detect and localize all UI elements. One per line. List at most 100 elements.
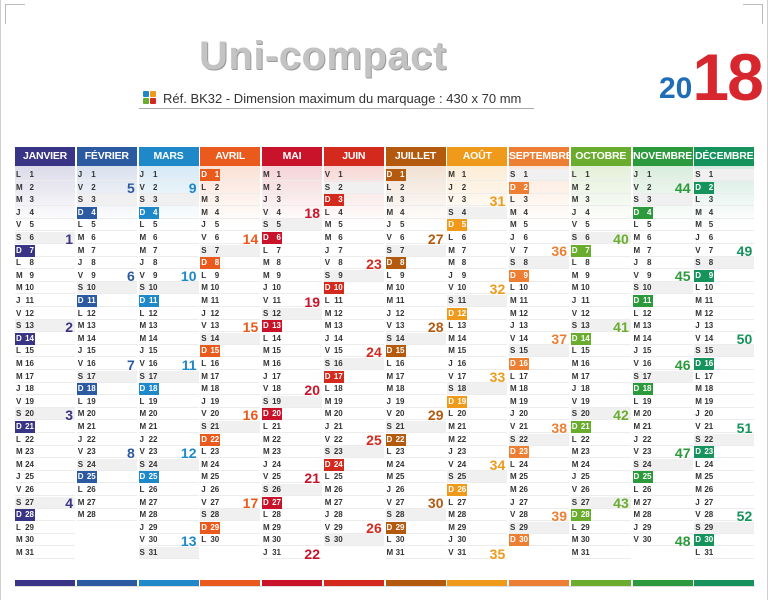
day-number: 20 bbox=[519, 409, 528, 419]
weekday-letter: L bbox=[139, 308, 145, 318]
weekday-letter: L bbox=[571, 346, 577, 356]
day-number: 20 bbox=[148, 409, 158, 419]
day-number: 6 bbox=[29, 233, 34, 242]
weekday-letter: S bbox=[510, 346, 516, 356]
day-number: 26 bbox=[333, 485, 343, 494]
day-row: L 14 bbox=[262, 333, 322, 345]
day-number: 17 bbox=[457, 371, 467, 381]
day-row: S 17 bbox=[632, 370, 693, 383]
day-number: 30 bbox=[148, 535, 158, 545]
day-number: 18 bbox=[704, 384, 714, 394]
day-number: 13 bbox=[210, 321, 220, 331]
weekday-letter: J bbox=[386, 396, 391, 406]
day-row: J 26 bbox=[200, 484, 261, 496]
week-number: 39 bbox=[551, 507, 567, 524]
day-number: 3 bbox=[91, 195, 96, 205]
day-row: M 20 bbox=[632, 408, 693, 421]
day-row: M 21 bbox=[138, 421, 199, 433]
day-number: 22 bbox=[395, 434, 405, 444]
day-row: V 24 bbox=[447, 459, 508, 471]
day-row: L 11 bbox=[323, 295, 384, 307]
weekday-letter: V bbox=[324, 522, 331, 532]
weekday-letter: S bbox=[139, 459, 145, 469]
day-number: 27 bbox=[642, 497, 652, 507]
weekday-letter: L bbox=[201, 535, 207, 545]
day-row: S 24 bbox=[632, 458, 693, 471]
weekday-letter: S bbox=[201, 510, 207, 520]
month-days: J 1 V 2 S 3 D 4 L 5 M 6 M 7 J 8 V 9 S 10 D 11 L 12 M 13 M 14 J 15 V 16 S… bbox=[632, 169, 693, 575]
day-number: 3 bbox=[214, 195, 220, 205]
day-row: V 21 bbox=[694, 421, 755, 433]
weekday-letter: D bbox=[263, 233, 269, 242]
sunday-marker bbox=[385, 257, 406, 270]
day-number: 18 bbox=[457, 384, 467, 394]
day-number: 19 bbox=[642, 396, 652, 406]
day-number: 26 bbox=[272, 485, 281, 494]
weekday-letter: J bbox=[324, 510, 330, 520]
weekday-letter: M bbox=[263, 522, 270, 532]
day-number: 2 bbox=[708, 182, 714, 192]
day-number: 13 bbox=[704, 321, 714, 331]
day-number: 21 bbox=[395, 422, 405, 431]
weekday-letter: S bbox=[510, 434, 516, 444]
weekday-letter: M bbox=[77, 245, 85, 255]
weekday-letter: M bbox=[16, 195, 23, 205]
weekday-letter: L bbox=[201, 447, 207, 457]
sunday-marker bbox=[138, 295, 159, 307]
weekday-letter: L bbox=[448, 409, 454, 419]
week-number: 8 bbox=[126, 444, 135, 461]
day-row: D 25 bbox=[76, 471, 137, 484]
day-row: S 13 bbox=[15, 320, 75, 333]
weekday-letter: M bbox=[201, 296, 208, 305]
months-grid: JANVIER L 1 M 2 M 3 J 4 V 5 S 6 D 7 L 8 M 9 M 10 J 11 V 12 S 13 D 14… bbox=[15, 147, 755, 587]
day-number: 27 bbox=[457, 497, 467, 507]
weekday-letter: S bbox=[201, 422, 207, 431]
weekday-letter: D bbox=[571, 333, 578, 343]
weekday-letter: M bbox=[571, 195, 579, 205]
month-header: MAI bbox=[262, 147, 322, 166]
day-number: 13 bbox=[519, 321, 528, 331]
day-row: V 31 bbox=[447, 547, 508, 559]
day-number: 24 bbox=[272, 459, 281, 469]
weekday-letter: M bbox=[139, 333, 147, 343]
weekday-letter: M bbox=[16, 270, 23, 280]
weekday-letter: D bbox=[77, 384, 84, 394]
sunday-marker bbox=[694, 446, 715, 459]
weekday-letter: S bbox=[263, 396, 269, 406]
weekday-letter: J bbox=[139, 170, 144, 179]
day-row: M 31 bbox=[15, 547, 75, 559]
weekday-letter: S bbox=[695, 434, 701, 444]
weekday-letter: V bbox=[571, 220, 578, 230]
day-number: 21 bbox=[519, 422, 528, 431]
day-number: 8 bbox=[214, 258, 220, 268]
weekday-letter: S bbox=[386, 422, 392, 431]
sunday-marker bbox=[76, 471, 97, 484]
weekday-letter: L bbox=[201, 182, 207, 192]
month-days: J 1 V 2 S 3 D 4 L 5 M 6 M 7 J 8 V 9 S 10 D 11 L 12 M 13 M 14 J 15 V 16 S… bbox=[76, 169, 137, 575]
weekday-letter: D bbox=[448, 396, 455, 406]
weekday-letter: J bbox=[571, 384, 577, 394]
day-number: 15 bbox=[642, 346, 652, 356]
week-number: 48 bbox=[674, 533, 691, 549]
weekday-letter: S bbox=[386, 333, 392, 343]
day-number: 14 bbox=[642, 333, 652, 343]
weekday-letter: S bbox=[633, 195, 639, 205]
day-number: 28 bbox=[580, 510, 590, 520]
day-number: 18 bbox=[272, 384, 281, 394]
sunday-marker bbox=[200, 257, 221, 270]
weekday-letter: S bbox=[695, 346, 701, 356]
month-header: DÉCEMBRE bbox=[694, 147, 755, 166]
day-number: 30 bbox=[519, 535, 528, 545]
day-number: 5 bbox=[91, 220, 96, 230]
month-header: AVRIL bbox=[200, 147, 261, 166]
